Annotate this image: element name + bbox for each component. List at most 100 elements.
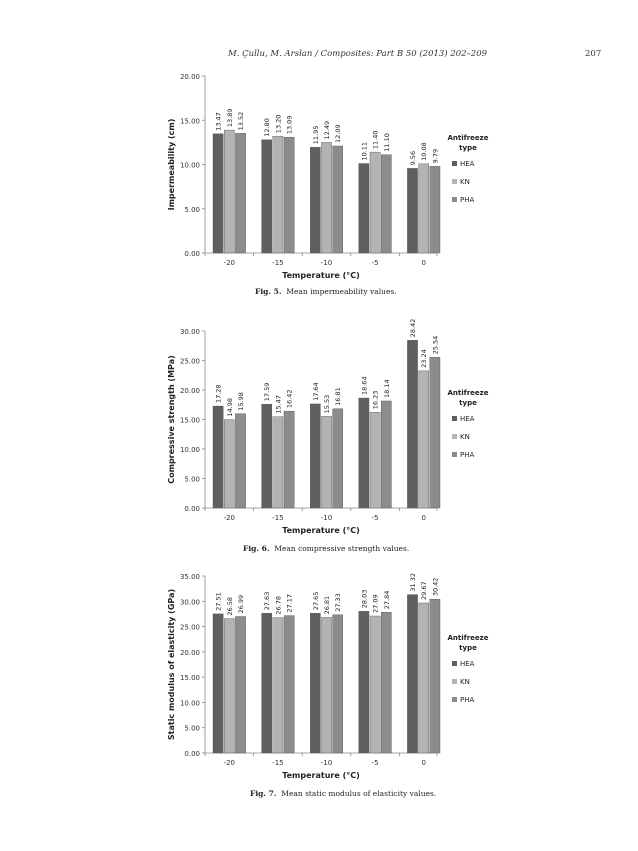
running-head: M. Çullu, M. Arslan / Composites: Part B… — [228, 49, 488, 59]
data-label: 15.98 — [237, 392, 245, 411]
bar-kn — [272, 617, 284, 754]
data-label: 9.79 — [431, 149, 439, 163]
bar-hea — [358, 397, 370, 509]
legend-swatch-kn — [452, 179, 457, 184]
data-label: 11.10 — [383, 133, 391, 152]
caption-label: Fig. 6. — [243, 544, 270, 553]
legend-label: PHA — [460, 451, 474, 459]
y-tick-label: 15.00 — [180, 417, 200, 425]
data-label: 28.42 — [409, 319, 417, 338]
data-label: 17.64 — [312, 382, 320, 401]
data-label: 27.51 — [215, 592, 223, 611]
bar-hea — [358, 163, 370, 254]
data-label: 10.11 — [360, 142, 368, 161]
data-label: 27.33 — [334, 593, 342, 612]
data-label: 27.84 — [383, 591, 391, 610]
data-label: 27.09 — [372, 594, 380, 613]
chart-compressive-strength: 0.00 5.00 10.00 15.00 20.00 25.00 30.00 -20 17.2… — [167, 319, 489, 535]
data-label: 12.80 — [263, 118, 271, 137]
data-label: 27.65 — [312, 592, 320, 611]
legend-swatch-pha — [452, 697, 457, 702]
bar-hea — [261, 404, 273, 509]
legend-title: type — [459, 644, 477, 652]
data-label: 26.81 — [323, 596, 331, 615]
legend-title: type — [459, 144, 477, 152]
y-axis-title: Impermeability (cm) — [167, 119, 176, 211]
bar-hea — [212, 405, 224, 509]
x-axis-title: Temperature (°C) — [282, 271, 360, 280]
bar-hea — [310, 147, 321, 254]
data-label: 28.03 — [360, 590, 368, 609]
data-label: 17.59 — [263, 383, 271, 402]
legend-label: PHA — [460, 196, 474, 204]
y-tick-label: 15.00 — [180, 674, 200, 682]
bar-kn — [272, 416, 284, 509]
page-number: 207 — [585, 49, 602, 59]
y-axis-title: Compressive strength (MPa) — [167, 355, 176, 484]
legend-label: KN — [460, 678, 470, 686]
y-tick-label: 10.00 — [180, 699, 200, 707]
y-tick-label: 5.00 — [184, 206, 200, 214]
data-label: 16.81 — [334, 387, 342, 406]
y-tick-label: 20.00 — [180, 73, 200, 81]
bar-pha — [332, 614, 344, 754]
y-tick-label: 0.00 — [184, 505, 200, 513]
bar-hea — [407, 340, 418, 509]
legend-label: HEA — [460, 415, 475, 423]
x-tick-label: -20 — [224, 759, 235, 767]
bar-hea — [310, 403, 321, 509]
legend-title: type — [459, 399, 477, 407]
data-label: 31.32 — [409, 573, 417, 592]
data-label: 23.24 — [420, 349, 428, 368]
bar-kn — [369, 151, 381, 254]
data-label: 13.52 — [237, 112, 245, 131]
y-tick-label: 5.00 — [184, 725, 200, 733]
data-label: 10.08 — [420, 142, 428, 161]
y-tick-label: 30.00 — [180, 328, 200, 336]
y-tick-label: 30.00 — [180, 598, 200, 606]
bar-kn — [223, 129, 235, 254]
figure-5-caption: Fig. 5. Mean impermeability values. — [255, 287, 397, 296]
data-label: 26.58 — [226, 597, 234, 616]
bar-hea — [310, 612, 321, 754]
figure-7-caption: Fig. 7. Mean static modulus of elasticit… — [250, 789, 436, 798]
bar-hea — [261, 139, 273, 254]
legend-label: HEA — [460, 160, 475, 168]
figure-5: 0.00 5.00 10.00 15.00 20.00 -20 13.47 13.89 13.5… — [0, 70, 638, 300]
bar-pha — [381, 154, 392, 254]
data-label: 18.64 — [360, 376, 368, 395]
data-label: 27.63 — [263, 592, 271, 611]
data-label: 18.14 — [383, 379, 391, 398]
x-tick-label: -5 — [372, 514, 379, 522]
legend-title: Antifreeze — [448, 389, 489, 397]
data-label: 11.95 — [312, 126, 320, 145]
chart-impermeability: 0.00 5.00 10.00 15.00 20.00 -20 13.47 13.89 13.5… — [167, 73, 489, 280]
x-tick-label: -20 — [224, 514, 235, 522]
legend-swatch-pha — [452, 452, 457, 457]
y-tick-label: 20.00 — [180, 649, 200, 657]
y-tick-label: 10.00 — [180, 446, 200, 454]
data-label: 30.42 — [431, 578, 439, 597]
bar-kn — [369, 412, 381, 509]
y-tick-label: 25.00 — [180, 624, 200, 632]
x-tick-label: -15 — [272, 259, 283, 267]
bar-pha — [429, 357, 441, 509]
bar-pha — [381, 612, 392, 754]
bar-pha — [429, 598, 441, 754]
data-label: 15.47 — [274, 395, 282, 414]
x-tick-label: -15 — [272, 514, 283, 522]
y-tick-label: 35.00 — [180, 573, 200, 581]
legend-swatch-hea — [452, 661, 457, 666]
x-tick-label: -5 — [372, 759, 379, 767]
y-tick-label: 10.00 — [180, 162, 200, 170]
bar-hea — [261, 613, 273, 754]
x-axis-title: Temperature (°C) — [282, 526, 360, 535]
y-tick-label: 20.00 — [180, 387, 200, 395]
data-label: 13.89 — [226, 108, 234, 127]
legend-label: HEA — [460, 660, 475, 668]
bar-kn — [418, 602, 430, 754]
y-tick-label: 15.00 — [180, 117, 200, 125]
figure-7: 0.00 5.00 10.00 15.00 20.00 25.00 30.00 35.00 -2… — [0, 570, 638, 800]
bar-pha — [235, 413, 246, 509]
data-label: 27.17 — [286, 594, 294, 613]
